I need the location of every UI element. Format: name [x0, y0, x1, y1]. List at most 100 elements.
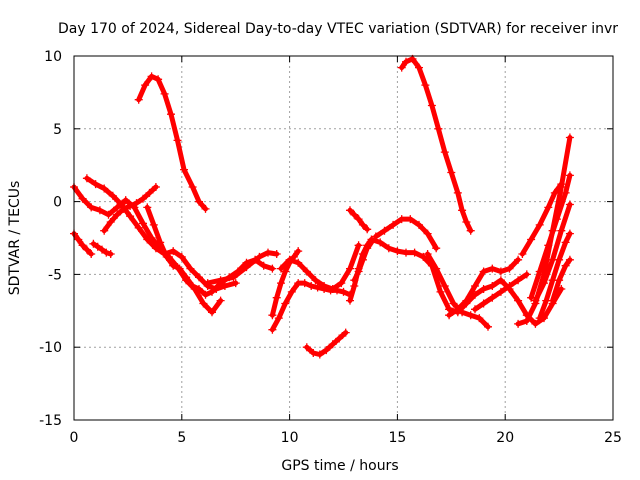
data-point — [281, 299, 290, 308]
series-line — [278, 242, 362, 292]
data-point — [522, 317, 531, 325]
data-point — [106, 218, 115, 226]
data-point — [453, 305, 462, 314]
series-line — [373, 216, 439, 251]
data-point — [195, 285, 203, 293]
data-point — [82, 245, 91, 254]
data-point — [328, 340, 337, 349]
data-point — [527, 235, 536, 244]
data-point — [156, 238, 165, 247]
data-point — [393, 247, 402, 256]
data-point — [294, 247, 303, 256]
data-point — [315, 350, 324, 359]
series-pass-f — [143, 203, 277, 299]
data-point — [167, 110, 175, 119]
series-pass-x — [535, 229, 574, 323]
data-point — [132, 199, 141, 208]
series-pass-y — [548, 255, 574, 305]
data-point — [78, 194, 87, 203]
series-pass-n — [346, 206, 372, 234]
series-line — [537, 231, 573, 321]
data-point — [423, 229, 432, 238]
data-point — [281, 267, 290, 276]
data-point — [82, 174, 91, 183]
y-axis-label: SDTVAR / TECUs — [7, 181, 23, 296]
data-point — [531, 296, 540, 305]
data-point — [527, 293, 536, 302]
data-point — [145, 188, 154, 197]
data-point — [208, 287, 216, 296]
data-point — [561, 238, 570, 247]
data-point — [557, 180, 566, 189]
data-point — [432, 264, 441, 273]
data-point — [143, 203, 152, 212]
series-pass-aa — [531, 200, 574, 305]
data-point — [180, 165, 188, 174]
data-point — [544, 241, 553, 250]
data-point — [335, 334, 344, 343]
data-point — [505, 282, 514, 290]
data-point — [285, 255, 294, 264]
series-line — [84, 175, 239, 292]
data-point — [117, 200, 126, 209]
y-tick-label: 5 — [53, 122, 62, 138]
data-point — [449, 299, 458, 308]
data-point — [371, 232, 380, 241]
data-point — [346, 296, 354, 305]
series-pass-a — [134, 72, 210, 213]
y-tick-label: -5 — [48, 267, 62, 283]
data-point — [169, 261, 178, 270]
data-point — [496, 267, 505, 276]
series-pass-l — [277, 241, 363, 293]
data-point — [87, 250, 96, 258]
data-point — [557, 226, 566, 235]
data-point — [173, 136, 182, 145]
data-point — [264, 248, 272, 257]
data-point — [104, 210, 113, 219]
data-traces — [70, 54, 574, 359]
data-point — [175, 264, 184, 273]
data-point — [479, 285, 488, 293]
data-point — [93, 242, 102, 251]
x-tick-label: 25 — [604, 430, 622, 446]
data-point — [151, 244, 160, 253]
data-point — [440, 148, 449, 157]
data-point — [367, 235, 376, 244]
series-pass-z — [518, 180, 566, 258]
data-point — [339, 287, 348, 296]
data-point — [302, 343, 311, 352]
series-pass-c — [70, 183, 225, 317]
data-point — [514, 319, 523, 328]
data-point — [294, 258, 303, 267]
data-point — [74, 235, 83, 244]
data-point — [220, 282, 229, 290]
data-point — [162, 252, 171, 261]
data-point — [231, 279, 240, 288]
series-pass-r — [371, 215, 441, 253]
data-point — [121, 196, 130, 205]
data-point — [95, 206, 104, 215]
data-point — [268, 264, 277, 273]
grid — [74, 56, 613, 420]
data-point — [458, 308, 467, 317]
data-point — [182, 273, 191, 282]
x-axis-label: GPS time / hours — [281, 458, 398, 474]
data-point — [300, 279, 309, 288]
data-point — [141, 81, 150, 90]
data-point — [427, 101, 436, 110]
data-point — [421, 81, 430, 90]
data-point — [453, 188, 462, 197]
series-pass-w — [527, 171, 574, 302]
data-point — [126, 212, 135, 221]
data-point — [415, 63, 423, 72]
data-point — [565, 133, 574, 142]
data-point — [87, 203, 96, 212]
data-point — [89, 239, 98, 248]
series-pass-e — [100, 183, 160, 235]
data-point — [466, 311, 475, 320]
data-point — [287, 287, 296, 296]
data-point — [147, 72, 156, 81]
data-point — [423, 250, 432, 258]
data-point — [376, 238, 385, 247]
